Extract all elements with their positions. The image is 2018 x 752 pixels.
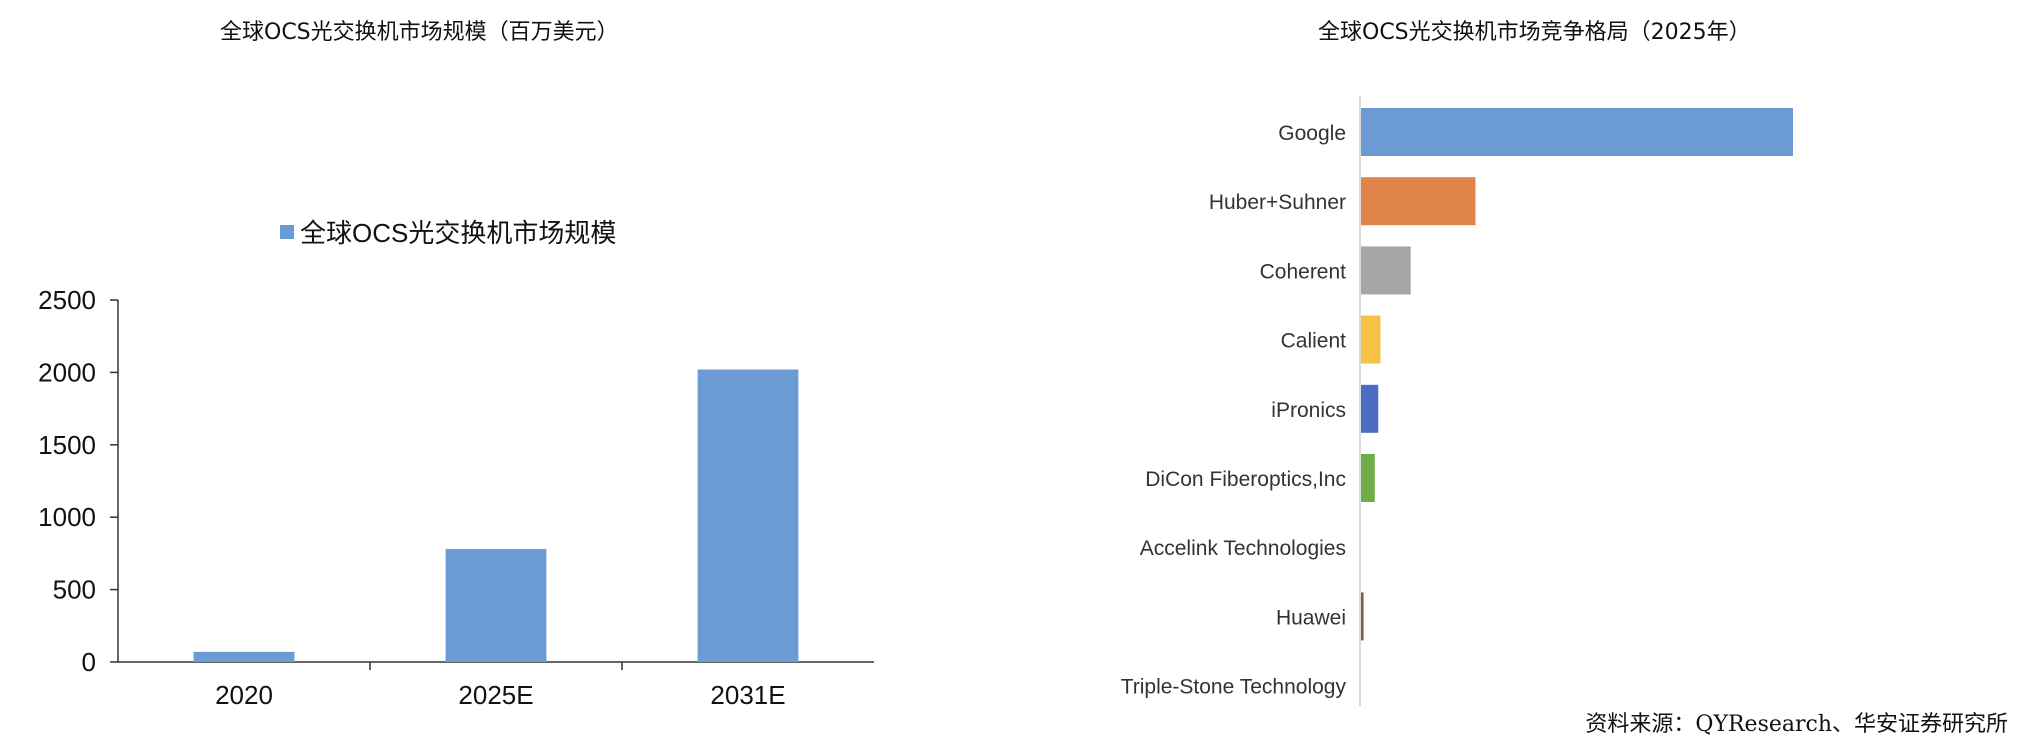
y-tick-label: 1500: [38, 430, 96, 460]
bar-coherent: [1361, 246, 1411, 295]
bar-2031E: [697, 369, 799, 662]
source-note: 资料来源：QYResearch、华安证券研究所: [1585, 712, 2008, 737]
category-label: Google: [1278, 122, 1346, 145]
legend: 全球OCS光交换机市场规模: [280, 218, 616, 248]
y-tick-label: 0: [82, 647, 96, 677]
y-tick-label: 1000: [38, 502, 96, 532]
category-label: Accelink Technologies: [1140, 537, 1346, 560]
bar-huber-suhner: [1361, 177, 1476, 226]
left-chart-title: 全球OCS光交换机市场规模（百万美元）: [220, 20, 619, 45]
category-label: Huber+Suhner: [1209, 191, 1346, 214]
y-tick-label: 2000: [38, 357, 96, 387]
bar-dicon-fiberoptics-inc: [1361, 454, 1375, 502]
right-chart-title: 全球OCS光交换机市场竞争格局（2025年）: [1318, 20, 1751, 45]
y-tick-label: 500: [53, 575, 96, 605]
category-label: Coherent: [1260, 260, 1347, 283]
bar-ipronics: [1361, 384, 1379, 433]
category-label: Calient: [1281, 330, 1347, 353]
category-label: Huawei: [1276, 606, 1346, 629]
x-tick-label: 2020: [215, 680, 273, 710]
legend-label: 全球OCS光交换机市场规模: [300, 218, 616, 248]
market-size-bar-chart: 全球OCS光交换机市场规模 0 500 1000 1500 2000 2500 2020 202…: [38, 218, 874, 710]
category-label: DiCon Fiberoptics,Inc: [1145, 468, 1346, 491]
legend-swatch: [280, 225, 294, 239]
bar-huawei: [1361, 592, 1364, 641]
category-label: iPronics: [1271, 399, 1346, 422]
bar-2025E: [445, 549, 547, 662]
y-tick-label: 2500: [38, 285, 96, 315]
category-label: Triple-Stone Technology: [1121, 676, 1347, 699]
x-tick-label: 2031E: [710, 680, 785, 710]
bar-2020: [193, 651, 295, 662]
competition-bar-chart: Google Huber+Suhner Coherent Calient iPronic…: [1121, 96, 1793, 706]
x-tick-label: 2025E: [458, 680, 533, 710]
bar-calient: [1361, 315, 1381, 364]
bar-google: [1361, 108, 1793, 156]
